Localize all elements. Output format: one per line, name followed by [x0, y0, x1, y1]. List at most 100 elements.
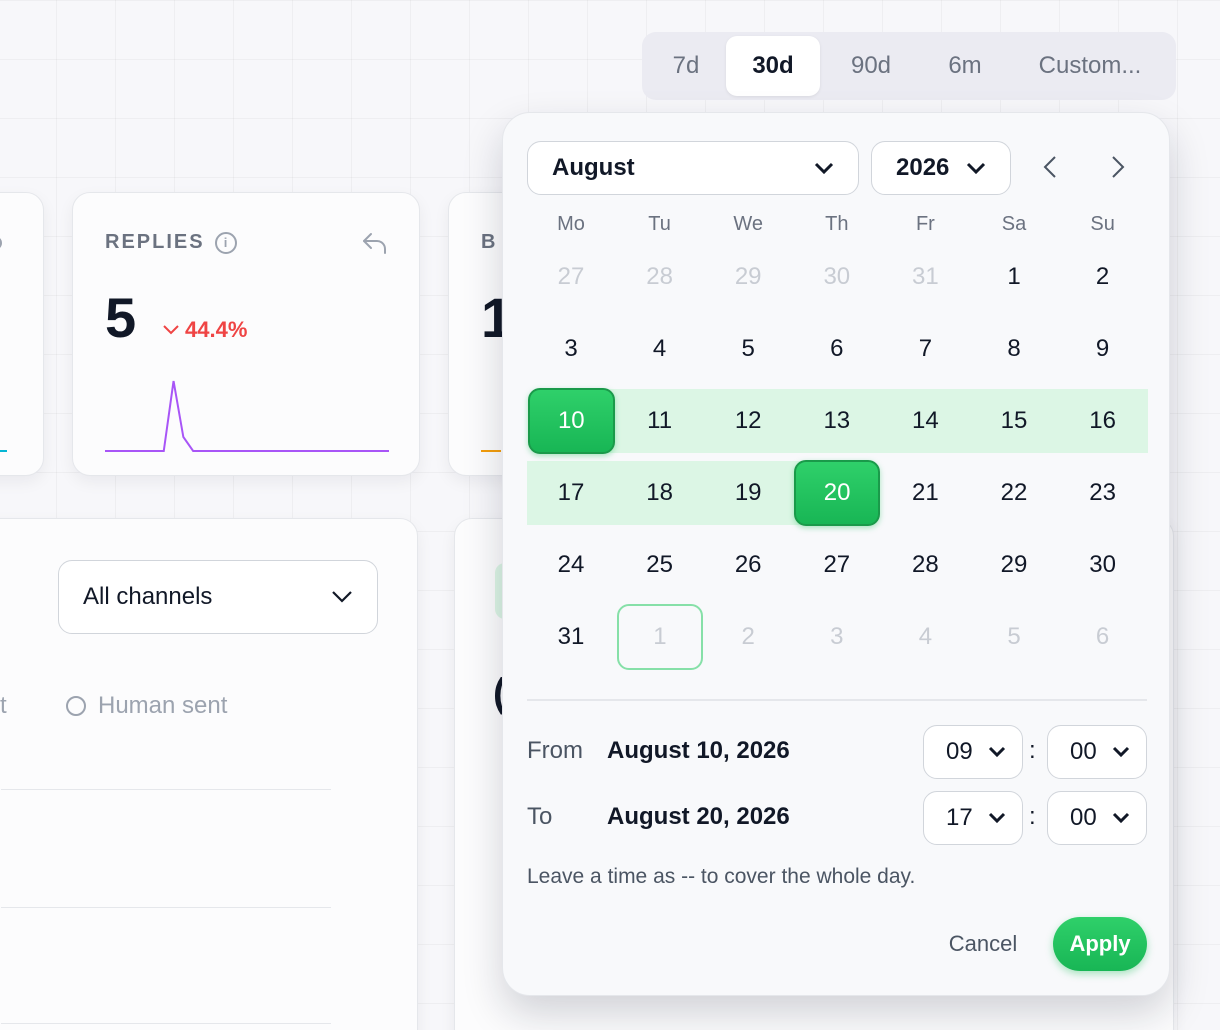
- calendar-day[interactable]: 31: [557, 623, 585, 650]
- calendar-day[interactable]: 13: [823, 407, 851, 434]
- calendar-day[interactable]: 11: [647, 407, 673, 434]
- from-minute-select[interactable]: 00: [1047, 725, 1147, 779]
- to-minute-value: 00: [1070, 804, 1097, 831]
- calendar-day[interactable]: 20: [793, 460, 881, 526]
- from-hour-select[interactable]: 09: [923, 725, 1023, 779]
- time-hint: Leave a time as -- to cover the whole da…: [527, 865, 916, 888]
- calendar-day[interactable]: 29: [1000, 551, 1028, 578]
- chevron-right-icon[interactable]: [1101, 151, 1133, 183]
- calendar-day[interactable]: 2: [1095, 263, 1110, 290]
- calendar-day[interactable]: 23: [1089, 479, 1116, 506]
- eye-icon: [0, 238, 2, 248]
- calendar-day[interactable]: 22: [1000, 479, 1028, 506]
- tab-custom[interactable]: Custom...: [1038, 52, 1142, 79]
- calendar-day[interactable]: 28: [912, 551, 939, 578]
- range-highlight: [881, 389, 971, 453]
- range-highlight: [704, 389, 794, 453]
- chevron-down-icon: [988, 746, 1006, 758]
- replies-delta-value: 44.4%: [185, 317, 248, 342]
- calendar-day[interactable]: 15: [1000, 407, 1028, 434]
- calendar-day[interactable]: 30: [1089, 551, 1116, 578]
- chevron-left-icon[interactable]: [1035, 151, 1067, 183]
- calendar-day[interactable]: 3: [830, 623, 844, 650]
- tab-6m[interactable]: 6m: [948, 52, 982, 79]
- replies-value: 5: [105, 286, 137, 349]
- legend-partial: t: [0, 692, 7, 719]
- calendar-day[interactable]: 6: [1095, 623, 1110, 650]
- calendar-day[interactable]: 10: [528, 388, 615, 454]
- weekday-header: We: [733, 213, 763, 235]
- time-separator: :: [1029, 803, 1036, 830]
- calendar-day[interactable]: 1: [616, 604, 704, 670]
- calendar-day[interactable]: 31: [912, 263, 939, 290]
- calendar-day[interactable]: 21: [912, 479, 939, 506]
- calendar-day[interactable]: 27: [823, 551, 851, 578]
- calendar-day[interactable]: 27: [557, 263, 585, 290]
- calendar-day[interactable]: 14: [912, 407, 939, 434]
- calendar-day[interactable]: 3: [564, 335, 578, 362]
- calendar-day[interactable]: 8: [1007, 335, 1021, 362]
- cancel-button[interactable]: Cancel: [948, 931, 1018, 956]
- legend-human-sent[interactable]: Human sent: [66, 692, 227, 720]
- weekday-header: Sa: [1001, 213, 1027, 235]
- third-card-spark: [481, 450, 501, 452]
- from-hour-value: 09: [946, 738, 973, 765]
- year-select[interactable]: 2026: [871, 141, 1011, 195]
- replies-label: REPLIES: [105, 231, 205, 253]
- range-highlight: [970, 389, 1060, 453]
- calendar-day[interactable]: 5: [1007, 623, 1021, 650]
- calendar-day[interactable]: 29: [734, 263, 762, 290]
- year-select-value: 2026: [896, 154, 950, 181]
- replies-title: REPLIES i: [105, 231, 237, 254]
- weekday-header: Th: [825, 213, 849, 235]
- chevron-down-icon: [1112, 746, 1130, 758]
- tab-30d[interactable]: 30d: [726, 36, 820, 96]
- to-hour-value: 17: [946, 804, 973, 831]
- calendar-day[interactable]: 7: [918, 335, 933, 362]
- calendar-day[interactable]: 28: [646, 263, 673, 290]
- tab-7d[interactable]: 7d: [672, 52, 700, 79]
- left-card-spark-end: [0, 450, 7, 452]
- legend-circle-icon: [66, 696, 86, 716]
- month-select[interactable]: August: [527, 141, 859, 195]
- range-highlight: [704, 461, 794, 525]
- calendar-day[interactable]: 24: [557, 551, 585, 578]
- date-range-popover: August 2026 Mo Tu We Th Fr Sa Su 27 28 29 30 31 1 2 3…: [502, 112, 1170, 996]
- calendar-day[interactable]: 19: [734, 479, 762, 506]
- chevron-down-icon: [988, 812, 1006, 824]
- info-icon[interactable]: i: [214, 231, 237, 254]
- calendar-day[interactable]: 4: [918, 623, 933, 650]
- calendar-day[interactable]: 12: [734, 407, 762, 434]
- channel-select[interactable]: All channels: [58, 560, 378, 634]
- calendar-day[interactable]: 9: [1095, 335, 1110, 362]
- calendar-day[interactable]: 25: [646, 551, 673, 578]
- calendar-day[interactable]: 1: [1007, 263, 1021, 290]
- calendar-day[interactable]: 6: [830, 335, 844, 362]
- calendar-day[interactable]: 18: [646, 479, 673, 506]
- calendar-day[interactable]: 4: [652, 335, 667, 362]
- gridline: [1, 907, 331, 908]
- chevron-down-icon: [332, 591, 352, 603]
- to-date: August 20, 2026: [607, 803, 790, 830]
- chevron-down-icon: [966, 162, 986, 174]
- calendar-day[interactable]: 5: [741, 335, 755, 362]
- tab-90d[interactable]: 90d: [850, 52, 892, 79]
- chevron-down-icon: [1112, 812, 1130, 824]
- calendar-day[interactable]: 17: [557, 479, 585, 506]
- calendar-day[interactable]: 2: [741, 623, 755, 650]
- range-highlight: [615, 389, 706, 453]
- chevron-down-icon: [163, 325, 179, 335]
- reply-icon: [363, 233, 386, 254]
- range-highlight: [1058, 389, 1149, 453]
- divider: [527, 699, 1147, 701]
- to-minute-select[interactable]: 00: [1047, 791, 1147, 845]
- calendar-day[interactable]: 16: [1089, 407, 1116, 434]
- calendar-day[interactable]: 26: [734, 551, 762, 578]
- third-card-title: B: [481, 231, 498, 253]
- calendar-day[interactable]: 30: [823, 263, 851, 290]
- apply-button[interactable]: Apply: [1053, 917, 1147, 971]
- from-date: August 10, 2026: [607, 737, 790, 764]
- range-highlight: [527, 461, 617, 525]
- to-hour-select[interactable]: 17: [923, 791, 1023, 845]
- replies-card: REPLIES i 5 44.4%: [72, 192, 420, 476]
